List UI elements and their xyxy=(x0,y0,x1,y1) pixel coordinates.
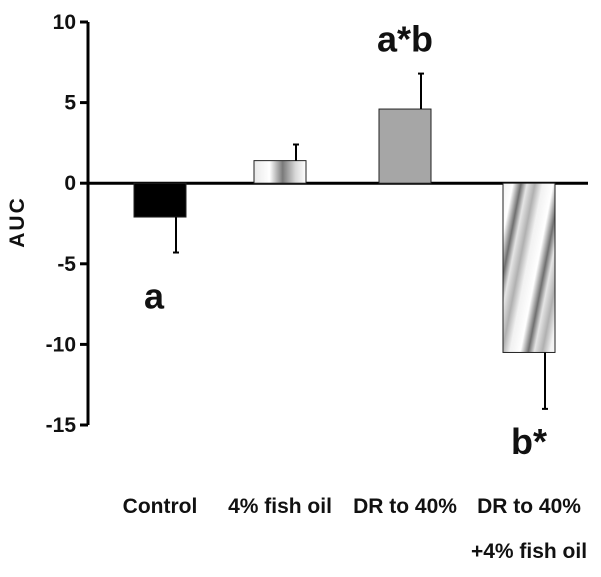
y-tick-label: -15 xyxy=(46,414,77,437)
bar-2 xyxy=(378,108,432,184)
annotation-3: b* xyxy=(511,421,547,462)
bar-0 xyxy=(133,182,187,218)
y-tick-label: 0 xyxy=(64,172,76,195)
category-label-2: DR to 40% xyxy=(353,495,457,518)
category-labels: Control 4% fish oil DR to 40% DR to 40% +4% … xyxy=(123,495,587,563)
y-axis-label: AUC xyxy=(6,196,29,248)
bar-1 xyxy=(253,160,307,184)
category-label-3: DR to 40% +4% fish oil xyxy=(471,495,587,563)
y-tick-label: 10 xyxy=(53,11,76,34)
y-axis: 10 5 0 -5 -10 -15 xyxy=(46,11,90,437)
category-label-1: 4% fish oil xyxy=(228,495,332,518)
y-tick-label: -10 xyxy=(46,333,76,356)
bar-3 xyxy=(502,182,556,353)
annotation-0: a xyxy=(144,276,165,317)
y-tick-label: 5 xyxy=(64,92,76,115)
bars xyxy=(133,108,556,353)
error-bars xyxy=(173,72,548,410)
y-tick-label: -5 xyxy=(57,253,76,276)
category-label-0: Control xyxy=(123,495,198,518)
annotations: a a*b b* xyxy=(144,19,547,462)
annotation-2: a*b xyxy=(377,19,433,60)
